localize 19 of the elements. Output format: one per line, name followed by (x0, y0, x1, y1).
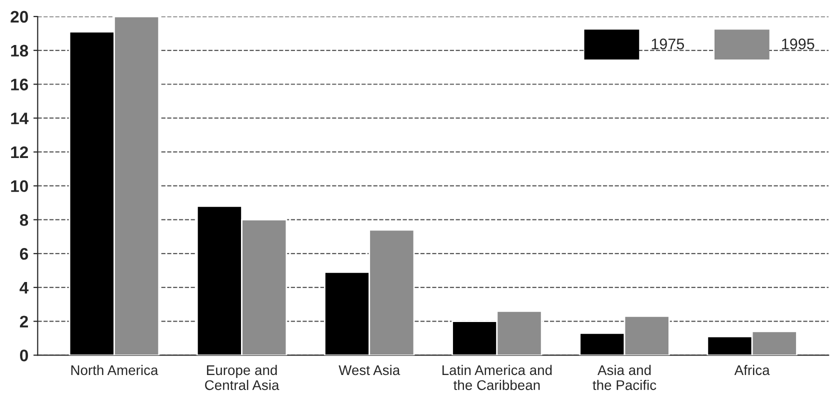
y-tick-label: 4 (20, 282, 29, 294)
y-tick-label: 20 (10, 10, 28, 23)
y-tick-label: 10 (11, 180, 28, 192)
x-tick-label: Asia and the Pacific (592, 364, 656, 390)
x-tick-label: Europe and Central Asia (205, 364, 280, 390)
legend-label: 1995 (782, 38, 814, 50)
x-tick-label: West Asia (338, 364, 400, 376)
y-tick-label: 18 (11, 44, 28, 57)
x-tick-label: Latin America and the Caribbean (442, 364, 552, 390)
y-tick-label: 16 (11, 78, 28, 90)
y-tick-label: 2 (20, 316, 28, 328)
y-tick-label: 8 (20, 214, 28, 226)
y-tick-label: 6 (20, 248, 28, 260)
y-tick-label: 12 (11, 146, 28, 158)
x-tick-label: Africa (734, 364, 770, 376)
legend-label: 1975 (652, 38, 684, 50)
y-tick-label: 0 (20, 350, 28, 362)
x-tick-label: North America (71, 364, 158, 376)
y-tick-label: 14 (11, 112, 29, 124)
